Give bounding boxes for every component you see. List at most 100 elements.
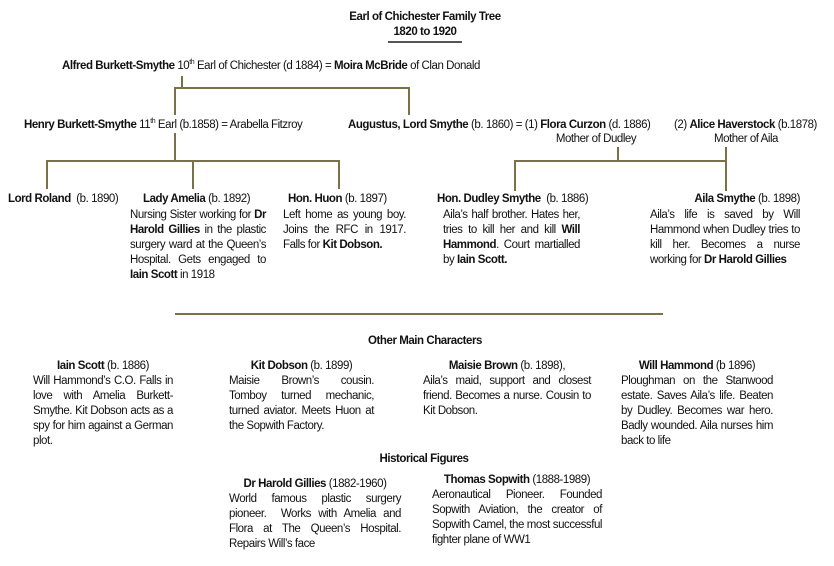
kit-name: Kit Dobson (b. 1899) — [229, 359, 374, 374]
name-text: Aila Smythe — [694, 193, 756, 205]
maisie-name: Maisie Brown (b. 1898), — [423, 359, 591, 374]
name-text: Alice Haverstock — [689, 119, 775, 131]
iain-name: Iain Scott (b. 1886) — [33, 359, 173, 374]
name-text: Maisie Brown — [448, 360, 518, 372]
text-run: . Court martialled by — [443, 239, 583, 266]
name-text: Will Hammond — [443, 224, 583, 251]
text-run: (d. 1886) — [605, 119, 651, 131]
text-run: (b. 1886) — [104, 360, 149, 372]
text-run: (b. 1886) — [540, 193, 589, 205]
text-run: (b. 1898) — [755, 193, 800, 205]
text-run: in the plastic surgery ward at the Queen… — [130, 224, 269, 266]
name-text: Iain Scott. — [457, 254, 508, 266]
text-run: th — [150, 118, 156, 125]
generation1-couple: Alfred Burkett-Smythe 10th Earl of Chich… — [62, 59, 480, 74]
text-run: Earl (b.1858) = Arabella Fitzroy — [155, 119, 303, 131]
text-run: (b.1878) — [774, 119, 818, 131]
name-text: Hon. Dudley Smythe — [437, 193, 541, 205]
huon-name: Hon. Huon (b. 1897) — [288, 192, 387, 207]
gillies-name: Dr Harold Gillies (1882-1960) — [229, 477, 401, 492]
text-run: (b. 1899) — [307, 360, 353, 372]
maisie-desc: Aila’s maid, support and closest friend.… — [423, 374, 591, 419]
connector — [174, 87, 176, 115]
name-text: Lord Roland — [8, 193, 71, 205]
name-text: Dr Harold Gillies — [243, 478, 327, 490]
name-text: Moira McBride — [333, 60, 408, 72]
huon-desc: Left home as young boy. Joins the RFC in… — [283, 208, 406, 253]
kit-desc: Maisie Brown’s cousin. Tomboy turned mec… — [229, 374, 374, 434]
name-text: Kit Dobson. — [322, 239, 383, 251]
aila-desc: Aila’s life is saved by Will Hammond whe… — [650, 208, 800, 268]
connector — [338, 160, 340, 189]
amelia-desc: Nursing Sister working for Dr Harold Gil… — [130, 208, 266, 283]
title: Earl of Chichester Family Tree 1820 to 1… — [300, 10, 550, 40]
text-run: 11 — [136, 119, 151, 131]
name-text: Dr Harold Gillies — [130, 209, 269, 236]
text-run: (b 1896) — [713, 360, 756, 372]
name-text: Thomas Sopwith — [443, 474, 530, 486]
connector — [174, 87, 410, 89]
text-run: Ploughman on the Stanwood estate. Saves … — [621, 375, 776, 447]
connector — [408, 87, 410, 115]
connector — [46, 160, 48, 189]
amelia-name: Lady Amelia (b. 1892) — [143, 192, 251, 207]
name-text: Alfred Burkett-Smythe — [62, 60, 175, 72]
historical-heading: Historical Figures — [379, 453, 469, 465]
dudley-desc: Aila’s half brother. Hates her, tries to… — [443, 208, 580, 268]
name-text: Hon. Huon — [288, 193, 343, 205]
flora-note: Mother of Dudley — [555, 133, 637, 145]
dudley-name: Hon. Dudley Smythe (b. 1886) — [437, 192, 589, 207]
roland-name: Lord Roland (b. 1890) — [8, 192, 119, 207]
divider — [175, 313, 663, 315]
connector — [514, 160, 516, 191]
other-heading: Other Main Characters — [368, 335, 482, 347]
aila-name: Aila Smythe (b. 1898) — [650, 192, 800, 207]
text-run: (2) — [674, 119, 690, 131]
title-line1: Earl of Chichester Family Tree — [349, 11, 501, 23]
text-run: Will Hammond’s C.O. Falls in love with A… — [33, 375, 176, 447]
henry-couple: Henry Burkett-Smythe 11th Earl (b.1858) … — [24, 118, 303, 133]
connector — [617, 147, 619, 161]
text-run: (1882-1960) — [326, 478, 387, 490]
name-text: Will Hammond — [638, 360, 714, 372]
text-run: Nursing Sister working for — [130, 209, 255, 221]
will-desc: Ploughman on the Stanwood estate. Saves … — [621, 374, 773, 449]
text-run: (b. 1892) — [205, 193, 251, 205]
will-name: Will Hammond (b 1896) — [621, 359, 773, 374]
connector — [181, 76, 183, 88]
text-run: (b. 1860) = (1) — [468, 119, 541, 131]
name-text: Dr Harold Gillies — [704, 254, 787, 266]
sopwith-name: Thomas Sopwith (1888-1989) — [432, 473, 602, 488]
text-run: Aila’s life is saved by Will Hammond whe… — [650, 209, 803, 266]
text-run: (b. 1890) — [70, 193, 119, 205]
name-text: Lady Amelia — [143, 193, 206, 205]
name-text: Iain Scott — [130, 269, 178, 281]
sopwith-desc: Aeronautical Pioneer. Founded Sopwith Av… — [432, 488, 602, 548]
text-run: in 1918 — [177, 269, 215, 281]
text-run: (b. 1897) — [342, 193, 387, 205]
text-run: Left home as young boy. Joins the RFC in… — [283, 209, 409, 251]
name-text: Henry Burkett-Smythe — [24, 119, 137, 131]
connector — [192, 160, 194, 189]
gillies-desc: World famous plastic surgery pioneer. Wo… — [229, 492, 401, 552]
text-run: th — [189, 59, 195, 66]
title-line2: 1820 to 1920 — [393, 26, 457, 38]
text-run: Maisie Brown’s cousin. Tomboy turned mec… — [229, 375, 377, 432]
alice-note: Mother of Aila — [713, 133, 778, 145]
name-text: Flora Curzon — [540, 119, 606, 131]
text-run: Aila’s maid, support and closest friend.… — [423, 375, 594, 417]
connector — [174, 133, 176, 161]
connector — [514, 160, 727, 162]
name-text: Iain Scott — [57, 360, 105, 372]
text-run: (b. 1898), — [517, 360, 566, 372]
alice-haverstock: (2) Alice Haverstock (b.1878) — [674, 118, 817, 133]
text-run: 10 — [174, 60, 190, 72]
augustus-couple: Augustus, Lord Smythe (b. 1860) = (1) Fl… — [348, 118, 651, 133]
text-run: Aeronautical Pioneer. Founded Sopwith Av… — [432, 489, 605, 546]
name-text: Augustus, Lord Smythe — [348, 119, 469, 131]
name-text: Kit Dobson — [250, 360, 308, 372]
iain-desc: Will Hammond’s C.O. Falls in love with A… — [33, 374, 173, 449]
connector — [725, 147, 727, 191]
text-run: of Clan Donald — [407, 60, 480, 72]
text-run: Aila’s half brother. Hates her, tries to… — [443, 209, 583, 236]
